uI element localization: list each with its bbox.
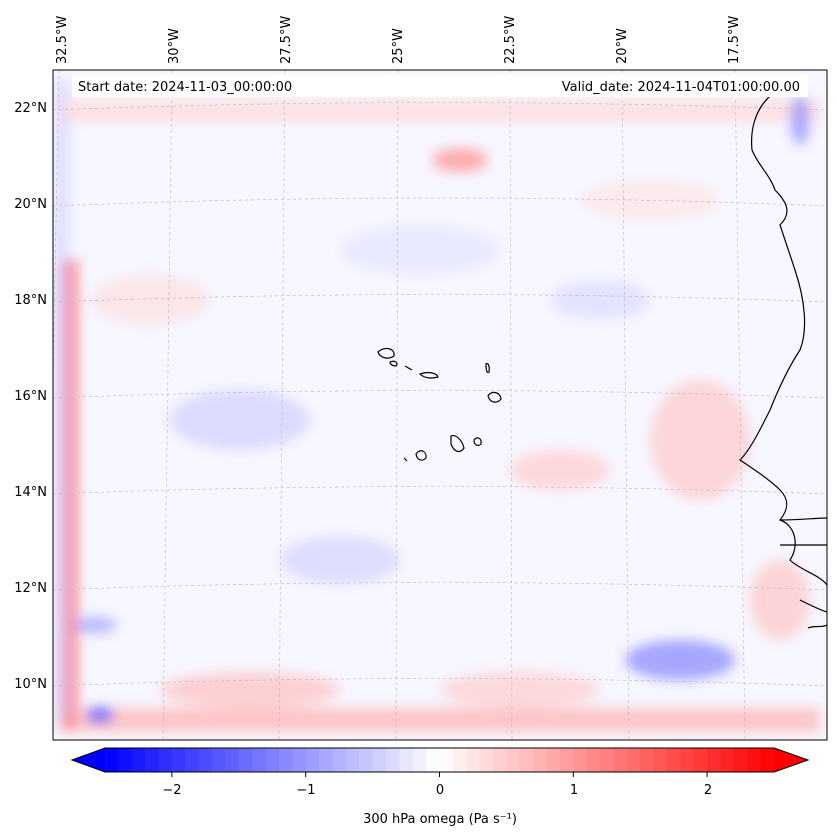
colorbar-tick-label: 1 — [570, 783, 578, 798]
colorbar-cell — [399, 748, 414, 772]
colorbar-cell — [198, 748, 213, 772]
colorbar-cell — [372, 748, 387, 772]
colorbar-cell — [573, 748, 588, 772]
colorbar-cell — [533, 748, 548, 772]
lon-label: 25°W — [391, 28, 406, 64]
colorbar-cell — [707, 748, 722, 772]
colorbar-cell — [359, 748, 374, 772]
lat-label: 20°N — [14, 197, 47, 212]
colorbar-cell — [733, 748, 748, 772]
colorbar-cell — [278, 748, 293, 772]
colorbar-cell — [720, 748, 735, 772]
colorbar-cell — [747, 748, 762, 772]
colorbar-cell — [185, 748, 200, 772]
lon-label: 27.5°W — [279, 16, 294, 64]
colorbar-cell — [212, 748, 227, 772]
latitude-labels: 22°N 20°N 18°N 16°N 14°N 12°N 10°N — [14, 101, 47, 692]
colorbar-cell — [158, 748, 173, 772]
lon-label: 22.5°W — [503, 16, 518, 64]
colorbar-cell — [452, 748, 467, 772]
colorbar-cells — [105, 748, 775, 772]
colorbar-cell — [640, 748, 655, 772]
graticule — [53, 70, 827, 740]
colorbar-cell — [292, 748, 307, 772]
date-header-box — [72, 75, 808, 97]
colorbar-cell — [559, 748, 574, 772]
colorbar-cell — [145, 748, 160, 772]
colorbar-cell — [319, 748, 334, 772]
colorbar-cell — [653, 748, 668, 772]
map-frame — [52, 69, 828, 741]
lat-label: 16°N — [14, 389, 47, 404]
colorbar-cell — [305, 748, 320, 772]
colorbar-cell — [760, 748, 775, 772]
omega-field — [53, 70, 827, 740]
lat-label: 22°N — [14, 101, 47, 116]
colorbar-extend-low — [72, 748, 105, 772]
colorbar-cell — [105, 748, 119, 772]
colorbar-cell — [466, 748, 481, 772]
longitude-labels: 32.5°W 30°W 27.5°W 25°W 22.5°W 20°W 17.5… — [55, 16, 742, 64]
lat-label: 10°N — [14, 677, 47, 692]
colorbar-cell — [171, 748, 186, 772]
colorbar-cell — [666, 748, 681, 772]
colorbar-cell — [332, 748, 347, 772]
colorbar-cell — [238, 748, 253, 772]
colorbar-extend-high — [774, 748, 808, 772]
lon-label: 30°W — [167, 28, 182, 64]
colorbar-cell — [613, 748, 628, 772]
colorbar: −2 −1 0 1 2 300 hPa omega (Pa s⁻¹) — [70, 747, 810, 827]
colorbar-cell — [600, 748, 615, 772]
colorbar-cell — [252, 748, 267, 772]
colorbar-tick-label: −1 — [296, 783, 315, 798]
lon-label: 17.5°W — [727, 16, 742, 64]
colorbar-cell — [506, 748, 521, 772]
colorbar-cell — [385, 748, 400, 772]
valid-date-label: Valid_date: 2024-11-04T01:00:00.00 — [562, 80, 800, 95]
lon-label: 20°W — [615, 28, 630, 64]
colorbar-tick-label: 0 — [436, 783, 444, 798]
colorbar-cell — [225, 748, 240, 772]
colorbar-cell — [586, 748, 601, 772]
colorbar-cell — [546, 748, 561, 772]
lat-label: 18°N — [14, 293, 47, 308]
lon-label: 32.5°W — [55, 16, 70, 64]
lat-label: 12°N — [14, 581, 47, 596]
colorbar-title: 300 hPa omega (Pa s⁻¹) — [363, 812, 517, 827]
colorbar-cell — [626, 748, 641, 772]
lat-label: 14°N — [14, 485, 47, 500]
colorbar-tick-label: 2 — [704, 783, 712, 798]
colorbar-cell — [426, 748, 441, 772]
colorbar-cell — [693, 748, 708, 772]
colorbar-tick-label: −2 — [162, 783, 181, 798]
start-date-label: Start date: 2024-11-03_00:00:00 — [78, 80, 292, 95]
colorbar-cell — [131, 748, 146, 772]
colorbar-cell — [118, 748, 133, 772]
colorbar-outline — [70, 747, 810, 773]
colorbar-cell — [493, 748, 507, 772]
colorbar-cell — [519, 748, 534, 772]
colorbar-ticks — [171, 772, 708, 777]
colorbar-cell — [479, 748, 494, 772]
coastline — [377, 95, 827, 629]
colorbar-cell — [680, 748, 695, 772]
colorbar-cell — [412, 748, 427, 772]
colorbar-cell — [265, 748, 280, 772]
colorbar-cell — [345, 748, 360, 772]
colorbar-cell — [439, 748, 454, 772]
